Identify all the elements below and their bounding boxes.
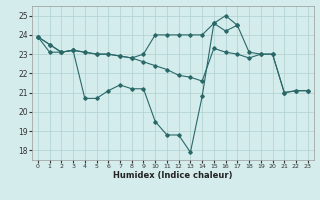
X-axis label: Humidex (Indice chaleur): Humidex (Indice chaleur)	[113, 171, 233, 180]
